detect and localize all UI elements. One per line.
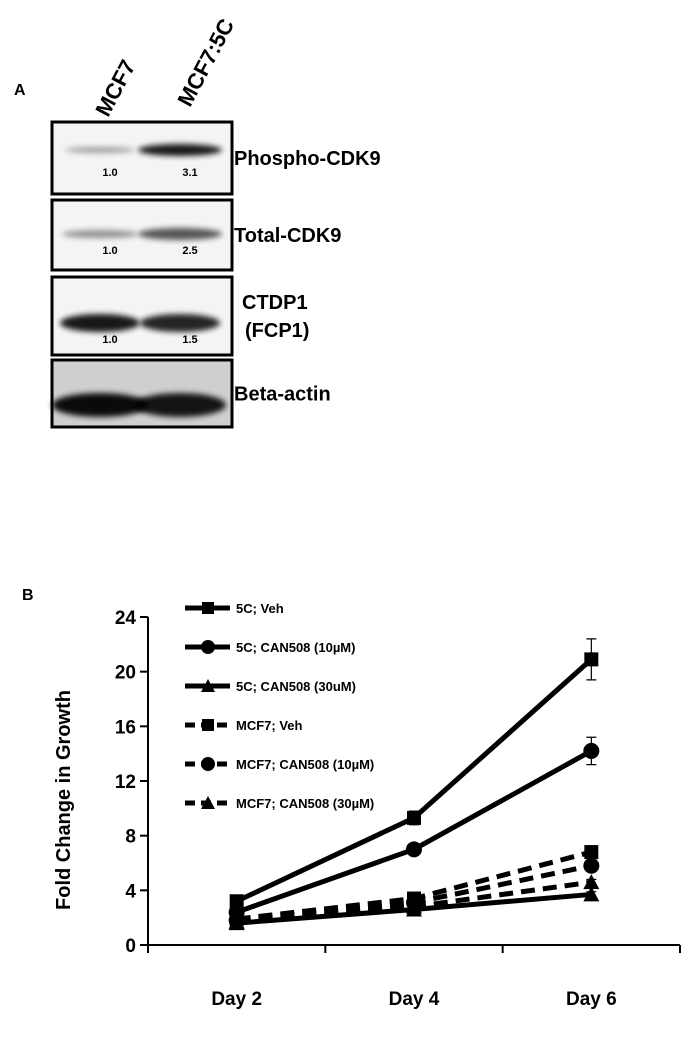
y-tick-label: 16 [115, 717, 136, 738]
marker [229, 894, 244, 909]
band [134, 393, 226, 417]
legend-label: MCF7; CAN508 (30µM) [236, 796, 374, 811]
panel-label: B [22, 587, 34, 604]
blot-label: Total-CDK9 [234, 225, 341, 247]
y-tick-label: 24 [115, 608, 137, 629]
marker [583, 742, 600, 759]
marker [584, 845, 599, 860]
y-tick-label: 4 [125, 881, 136, 902]
blot-label: (FCP1) [245, 320, 309, 342]
marker [202, 602, 214, 614]
y-tick-label: 20 [115, 663, 136, 684]
y-tick-label: 0 [125, 936, 136, 957]
band [140, 314, 220, 332]
blot-frame [50, 358, 234, 429]
marker [406, 898, 422, 914]
marker [583, 886, 600, 902]
x-tick-label: Day 2 [211, 989, 262, 1010]
y-tick-label: 12 [115, 772, 136, 793]
band [62, 230, 138, 238]
marker [202, 719, 214, 731]
blot-frame [50, 120, 234, 196]
marker [584, 652, 599, 667]
legend-label: MCF7; Veh [236, 718, 303, 733]
legend-label: 5C; Veh [236, 601, 284, 616]
marker [407, 810, 421, 825]
marker [201, 679, 215, 692]
y-axis-title: Fold Change in Growth [53, 690, 75, 910]
series-line [235, 748, 593, 915]
band-quant: 1.0 [102, 167, 117, 179]
band [60, 314, 140, 332]
band-quant: 1.0 [102, 245, 117, 257]
band-quant: 3.1 [182, 167, 197, 179]
legend-label: 5C; CAN508 (30uM) [236, 679, 356, 694]
x-tick-label: Day 6 [566, 989, 617, 1010]
marker [583, 874, 600, 890]
blot-label: CTDP1 [242, 292, 308, 314]
y-tick-label: 8 [125, 827, 136, 848]
band-quant: 2.5 [182, 245, 197, 257]
legend-label: 5C; CAN508 (10µM) [236, 640, 355, 655]
lane-header: MCF7:5C [172, 14, 239, 110]
marker [201, 640, 215, 654]
blot-label: Beta-actin [234, 384, 331, 406]
band-quant: 1.5 [182, 334, 197, 346]
x-tick-label: Day 4 [389, 989, 440, 1010]
band [65, 147, 135, 153]
marker [201, 796, 215, 809]
marker [201, 757, 215, 771]
blot-label: Phospho-CDK9 [234, 148, 381, 170]
band [138, 144, 222, 156]
lane-header: MCF7 [90, 56, 140, 121]
legend-label: MCF7; CAN508 (10µM) [236, 757, 374, 772]
panel-label: A [14, 82, 26, 99]
band [138, 228, 222, 240]
marker [406, 841, 422, 858]
band-quant: 1.0 [102, 334, 117, 346]
marker [583, 857, 600, 874]
band [52, 393, 148, 417]
marker [228, 913, 245, 929]
